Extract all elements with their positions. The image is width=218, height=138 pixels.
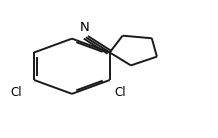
Text: Cl: Cl <box>114 86 126 99</box>
Text: N: N <box>80 21 90 34</box>
Text: Cl: Cl <box>10 86 22 99</box>
